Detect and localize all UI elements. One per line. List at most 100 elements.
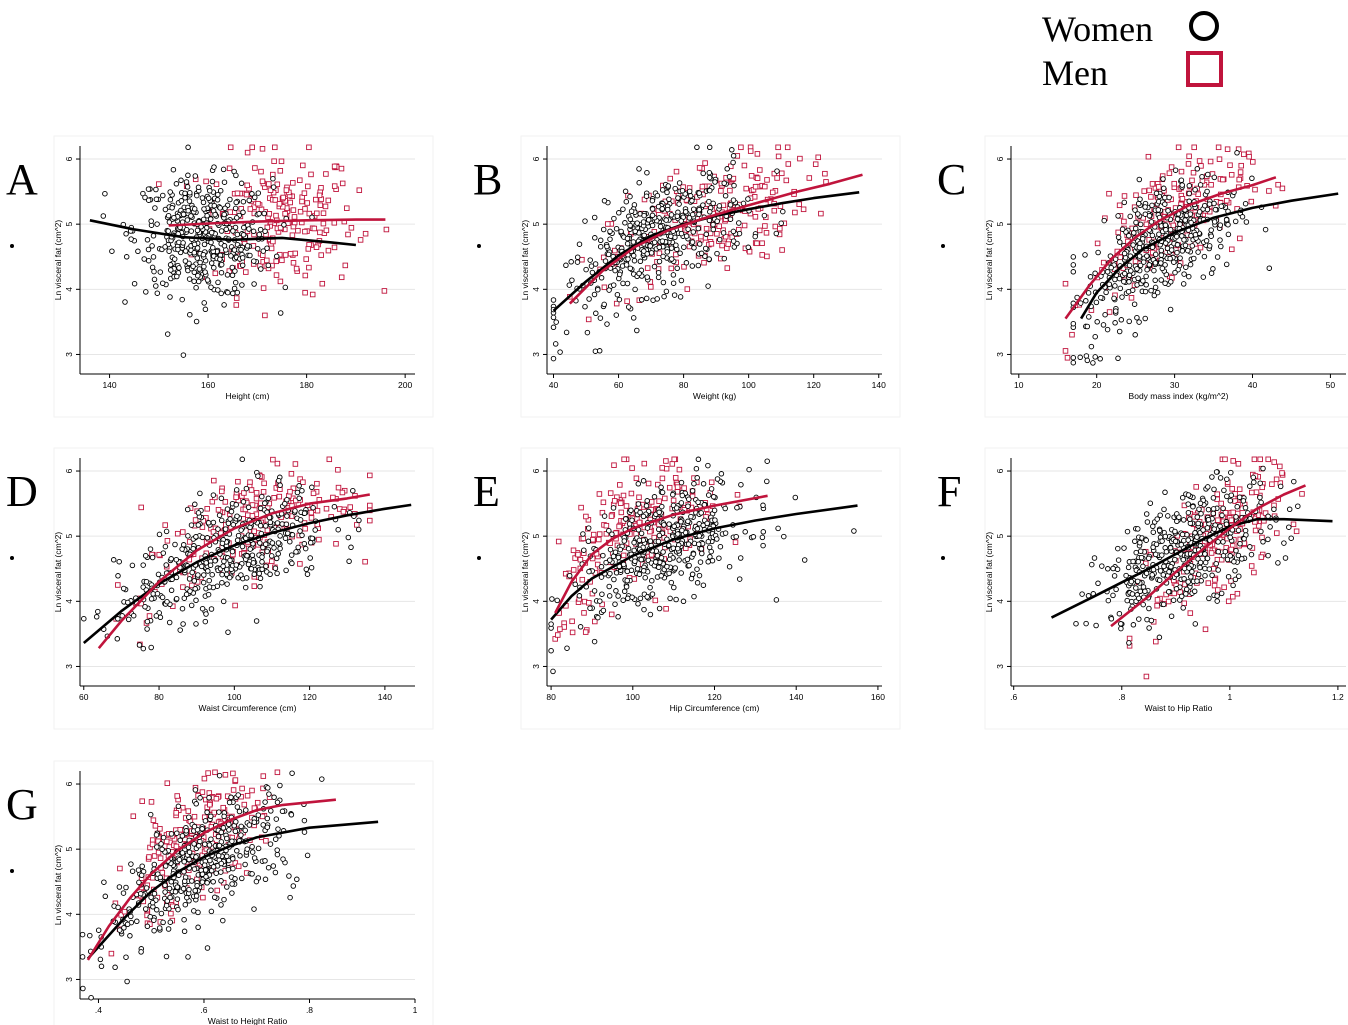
data-point-men (264, 257, 270, 264)
data-point-women (163, 562, 169, 568)
data-point-women (1186, 565, 1192, 571)
data-point-women (195, 909, 201, 916)
data-point-women (1103, 289, 1109, 296)
data-point-women (635, 481, 642, 487)
data-point-women (1152, 551, 1159, 558)
data-point-women (720, 230, 727, 236)
data-point-women (255, 190, 262, 196)
data-point-women (683, 260, 690, 266)
data-point-women (1168, 613, 1175, 619)
data-point-men (1202, 626, 1209, 633)
data-point-women (204, 277, 211, 283)
data-point-women (257, 575, 264, 582)
data-point-men (621, 456, 627, 463)
data-point-women (234, 804, 241, 810)
data-point-women (190, 545, 196, 552)
data-point-women (153, 907, 160, 913)
data-point-women (1136, 176, 1143, 183)
data-point-women (100, 213, 107, 219)
data-point-women (162, 206, 169, 213)
data-point-men (247, 206, 254, 212)
data-point-women (241, 224, 247, 231)
data-point-women (613, 588, 619, 594)
data-point-women (1156, 231, 1162, 237)
data-point-women (1160, 185, 1167, 192)
data-point-women (151, 276, 158, 283)
data-point-men (274, 460, 281, 467)
data-point-women (626, 521, 633, 527)
data-point-women (137, 890, 144, 897)
data-point-women (264, 245, 270, 251)
data-point-women (622, 188, 629, 195)
data-point-women (637, 258, 644, 265)
data-point-women (162, 543, 169, 550)
data-point-women (284, 513, 290, 519)
data-point-women (1150, 529, 1157, 535)
data-point-men (251, 583, 258, 589)
data-point-men (213, 181, 220, 187)
data-point-women (1115, 557, 1122, 563)
data-point-women (1134, 266, 1140, 272)
data-point-women (142, 906, 149, 912)
data-point-women (205, 195, 212, 202)
data-point-women (1142, 588, 1148, 595)
data-point-women (179, 833, 186, 839)
data-point-men (152, 823, 159, 829)
data-point-women (218, 228, 225, 234)
data-point-women (182, 190, 188, 197)
data-point-men (207, 801, 213, 808)
data-point-women (168, 831, 175, 837)
data-point-women (1260, 465, 1266, 472)
data-point-women (630, 252, 637, 259)
data-point-women (660, 549, 666, 555)
data-point-women (1104, 326, 1111, 333)
data-point-women (240, 499, 247, 505)
data-point-men (1208, 182, 1214, 188)
data-point-women (192, 887, 198, 894)
data-point-men (1106, 190, 1112, 197)
data-point-women (1214, 598, 1220, 604)
data-point-women (1086, 314, 1092, 320)
panel-bullet (10, 244, 14, 248)
data-point-women (696, 241, 703, 247)
data-point-women (156, 925, 163, 931)
data-point-women (1084, 357, 1091, 364)
data-point-women (1135, 526, 1141, 532)
data-point-women (588, 263, 595, 269)
data-point-women (1183, 264, 1189, 270)
data-point-women (550, 314, 557, 321)
data-point-women (1210, 506, 1217, 512)
data-point-women (186, 576, 193, 582)
data-point-women (1095, 249, 1101, 256)
data-point-women (263, 563, 269, 569)
data-point-women (605, 251, 612, 258)
data-point-men (1062, 348, 1069, 354)
data-point-women (634, 327, 640, 334)
legend-label-men: Men (1042, 53, 1108, 93)
data-point-women (624, 235, 631, 242)
data-point-men (659, 475, 666, 482)
data-point-men (569, 618, 575, 625)
data-point-women (1167, 255, 1173, 262)
data-point-women (1157, 512, 1163, 518)
data-point-women (649, 206, 656, 212)
data-point-women (251, 281, 257, 287)
data-point-women (234, 231, 241, 238)
fit-line-women (1050, 517, 1333, 619)
data-point-women (1221, 487, 1227, 494)
data-point-men (633, 475, 640, 482)
data-point-women (1112, 320, 1118, 326)
data-point-women (1186, 190, 1192, 197)
data-point-women (761, 212, 768, 219)
data-point-women (1236, 494, 1243, 500)
data-point-men (600, 499, 607, 506)
data-point-women (613, 312, 620, 318)
data-point-women (624, 240, 631, 247)
data-point-men (806, 175, 813, 181)
data-point-women (262, 858, 268, 864)
data-point-women (299, 487, 305, 494)
data-point-women (643, 193, 650, 199)
data-point-men (280, 204, 286, 210)
data-point-women (780, 208, 786, 215)
data-point-women (1262, 226, 1269, 233)
